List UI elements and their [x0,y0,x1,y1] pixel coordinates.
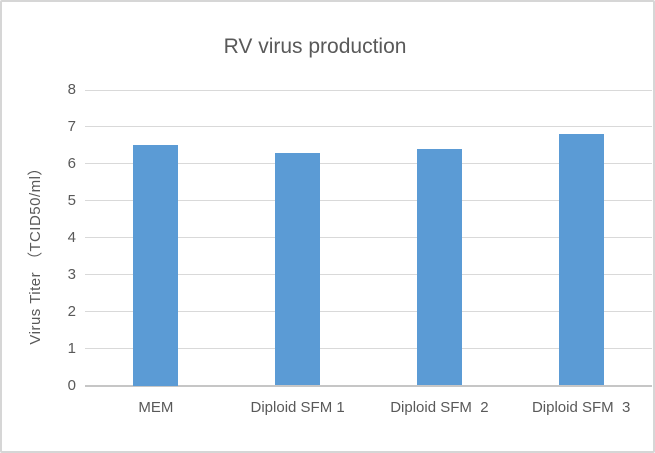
x-category-label: Diploid SFM 1 [250,399,345,416]
x-category-label: Diploid SFM 2 [390,399,489,416]
y-tick-label: 2 [67,302,76,320]
y-tick-label: 4 [67,228,76,246]
y-tick-label: 5 [67,191,76,209]
chart-bar [133,145,179,386]
y-gridline [85,237,652,239]
chart-bar [275,152,321,386]
x-category-label: MEM [138,399,174,416]
chart-title: RV virus production [223,35,407,58]
y-gridline [85,274,652,276]
y-gridline [85,89,652,91]
y-gridline [85,126,652,128]
y-tick-label: 6 [67,154,76,172]
y-axis-title-area: Virus Titer （TCID50/ml） [22,90,48,415]
y-gridline [85,311,652,313]
y-gridline [85,163,652,165]
y-gridline [85,200,652,202]
y-tick-label: 0 [67,376,76,394]
chart-bar [416,149,462,386]
chart-bar [558,134,604,386]
y-tick-label: 7 [67,117,76,135]
x-axis-line [85,384,652,387]
y-gridline [85,348,652,350]
y-tick-label: 8 [67,81,76,98]
y-tick-label: 1 [67,339,76,357]
y-tick-label: 3 [67,265,76,283]
x-category-label: Diploid SFM 3 [531,399,631,416]
